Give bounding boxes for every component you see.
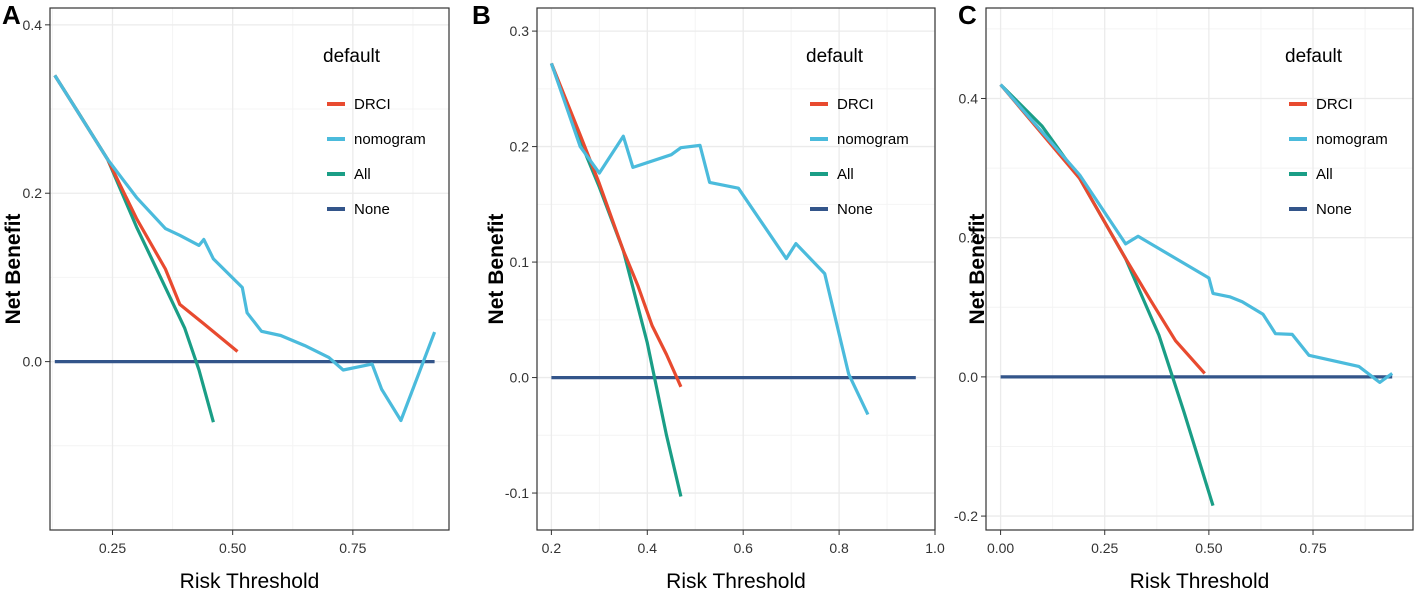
legend-label-nomogram: nomogram	[1316, 131, 1388, 148]
plot-background	[50, 8, 449, 530]
legend-label-all: All	[837, 166, 854, 183]
y-tick-label: -0.2	[954, 508, 978, 524]
x-tick-label: 0.2	[542, 540, 562, 556]
series-line-drci	[549, 62, 683, 388]
x-axis-title: Risk Threshold	[666, 570, 806, 593]
y-tick-label: 0.4	[23, 17, 43, 33]
y-tick-label: -0.1	[505, 485, 529, 501]
x-tick-label: 0.75	[339, 540, 366, 556]
panel-letter: A	[2, 0, 21, 30]
legend-label-drci: DRCI	[1316, 96, 1353, 113]
panel-letter: C	[958, 0, 977, 30]
y-tick-label: 0.2	[23, 185, 43, 201]
y-axis-title: Net Benefit	[485, 214, 508, 325]
legend-label-drci: DRCI	[837, 96, 874, 113]
x-tick-label: 0.75	[1299, 540, 1326, 556]
y-tick-label: 0.3	[510, 23, 530, 39]
panel-letter: B	[472, 0, 491, 30]
legend: default DRCI nomogram All None	[323, 46, 426, 218]
series-line-drci	[999, 83, 1206, 375]
legend-title: default	[323, 46, 381, 67]
legend: default DRCI nomogram All None	[806, 46, 909, 218]
series-line-nomogram	[53, 74, 437, 423]
legend-label-nomogram: nomogram	[354, 131, 426, 148]
x-tick-label: 0.25	[1091, 540, 1118, 556]
legend-title: default	[806, 46, 864, 67]
y-axis-title: Net Benefit	[966, 214, 989, 325]
y-axis-title: Net Benefit	[2, 214, 25, 325]
panel-c: 0.00 0.25 0.50 0.75 -0.2 0.0 0.2 0.4 default DRCI…	[954, 0, 1414, 593]
x-tick-label: 0.4	[638, 540, 658, 556]
legend-title: default	[1285, 46, 1343, 67]
y-tick-label: 0.2	[959, 230, 979, 246]
plot-frame	[536, 7, 936, 531]
plot-background	[537, 8, 935, 530]
x-tick-label: 1.0	[925, 540, 945, 556]
legend-label-all: All	[354, 166, 371, 183]
series-line-nomogram	[999, 83, 1394, 384]
x-tick-label: 0.50	[219, 540, 246, 556]
legend-label-none: None	[837, 201, 873, 218]
legend-label-all: All	[1316, 166, 1333, 183]
y-tick-label: 0.0	[510, 370, 530, 386]
legend-label-nomogram: nomogram	[837, 131, 909, 148]
panel-b: 0.2 0.4 0.6 0.8 1.0 -0.1 0.0 0.1 0.2 0.3 default DR…	[472, 0, 945, 593]
legend-label-drci: DRCI	[354, 96, 391, 113]
y-tick-label: 0.1	[510, 254, 530, 270]
legend-label-none: None	[354, 201, 390, 218]
x-tick-label: 0.00	[987, 540, 1014, 556]
y-tick-label: 0.0	[23, 354, 43, 370]
legend-label-none: None	[1316, 201, 1352, 218]
legend: default DRCI nomogram All None	[1285, 46, 1388, 218]
y-tick-label: 0.4	[959, 90, 979, 106]
x-tick-label: 0.6	[733, 540, 753, 556]
plot-frame	[49, 7, 450, 531]
plot-background	[986, 8, 1413, 530]
panel-a: 0.25 0.50 0.75 0.0 0.2 0.4 default DRCI nomogram…	[2, 0, 450, 593]
y-tick-label: 0.0	[959, 369, 979, 385]
series-line-nomogram	[549, 62, 870, 416]
x-axis-title: Risk Threshold	[180, 570, 320, 593]
x-tick-label: 0.25	[99, 540, 126, 556]
x-axis-title: Risk Threshold	[1130, 570, 1270, 593]
y-tick-label: 0.2	[510, 139, 530, 155]
x-tick-label: 0.50	[1195, 540, 1222, 556]
plot-frame	[985, 7, 1414, 531]
x-tick-label: 0.8	[829, 540, 849, 556]
